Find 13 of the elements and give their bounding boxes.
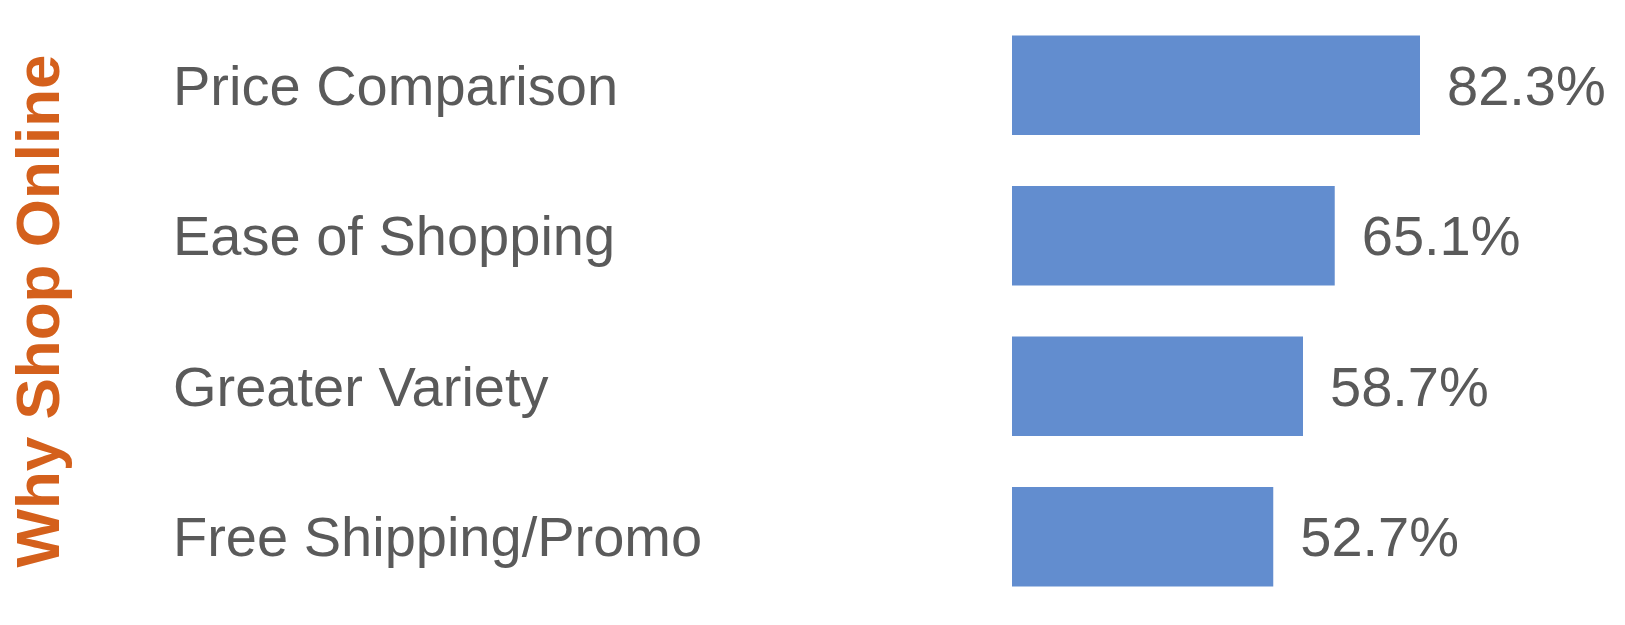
data-label: 82.3% [1447,53,1606,117]
data-label: 58.7% [1330,354,1489,418]
data-label: 52.7% [1300,505,1460,569]
bar [1012,336,1303,436]
y-tick-label: Ease of Shopping [173,204,616,268]
y-tick-label: Greater Variety [173,354,549,418]
y-axis-title: Why Shop Online [2,54,72,568]
y-tick-label: Price Comparison [173,53,619,117]
y-tick-label: Free Shipping/Promo [173,505,703,569]
bar [1012,487,1274,587]
bar [1012,35,1420,135]
data-label: 65.1% [1361,204,1521,268]
bar [1012,186,1335,286]
